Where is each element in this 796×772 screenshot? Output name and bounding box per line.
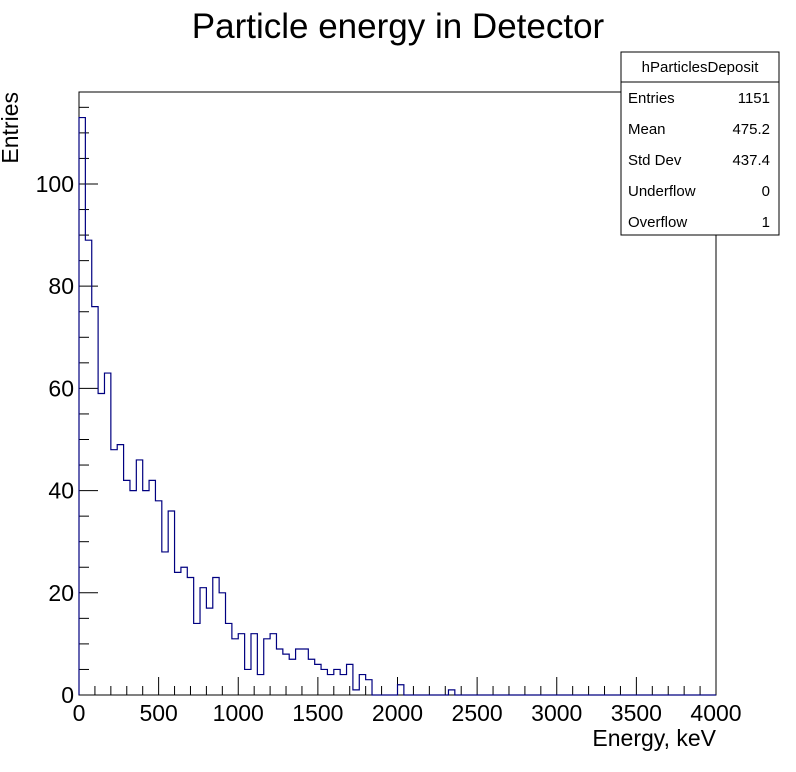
histogram-bin — [168, 511, 174, 695]
histogram-bin — [194, 623, 200, 695]
histogram-bin — [276, 649, 282, 695]
y-axis-title: Entries — [0, 92, 23, 164]
stats-row-value: 475.2 — [732, 121, 770, 138]
x-tick-label: 1000 — [213, 700, 264, 726]
x-tick-label: 0 — [73, 700, 86, 726]
x-tick-label: 2000 — [372, 700, 423, 726]
x-tick-label: 2500 — [452, 700, 503, 726]
y-tick-label: 60 — [48, 375, 74, 401]
histogram-bin — [226, 623, 232, 695]
histogram-bin — [136, 460, 142, 695]
histogram-bin — [321, 669, 327, 695]
histogram-bin — [308, 659, 314, 695]
histogram-bin — [353, 690, 359, 695]
y-axis-tick-labels: 0 20 40 60 80 100 — [36, 171, 74, 708]
histogram-series — [78, 116, 716, 696]
histogram-bin — [448, 690, 454, 695]
y-tick-label: 0 — [61, 682, 74, 708]
stats-box: hParticlesDeposit Entries 1151 Mean 475.2 St… — [620, 51, 780, 236]
histogram-bin — [296, 649, 302, 695]
histogram-bin — [289, 659, 295, 695]
histogram-bin — [104, 373, 110, 695]
y-tick-label: 80 — [48, 273, 74, 299]
stats-row-label: Underflow — [628, 183, 696, 200]
x-tick-label: 1500 — [292, 700, 343, 726]
histogram-bin — [143, 491, 149, 695]
histogram-bin — [206, 608, 212, 695]
stats-row-value: 1 — [762, 214, 770, 231]
histogram-bin — [85, 240, 91, 695]
stats-row-label: Mean — [628, 121, 666, 138]
stats-row-label: Entries — [628, 90, 675, 107]
histogram-bin — [175, 572, 181, 695]
histogram-bin — [213, 577, 219, 695]
histogram-bin — [124, 480, 130, 695]
histogram-bin — [187, 577, 193, 695]
stats-row-value: 1151 — [738, 90, 770, 107]
histogram-bin — [238, 634, 244, 695]
histogram-bin — [334, 669, 340, 695]
x-tick-label: 3000 — [531, 700, 582, 726]
histogram-bin — [340, 675, 346, 695]
y-tick-label: 20 — [48, 580, 74, 606]
stats-row-value: 437.4 — [732, 152, 770, 169]
histogram-bin — [251, 634, 257, 695]
stats-row-label: Std Dev — [628, 152, 682, 169]
y-tick-label: 100 — [36, 171, 74, 197]
histogram-bin — [327, 675, 333, 695]
histogram-bin — [219, 593, 225, 695]
y-tick-label: 40 — [48, 478, 74, 504]
stats-box-rows: Entries 1151 Mean 475.2 Std Dev 437.4 Underflo… — [628, 90, 770, 231]
histogram-bin — [181, 567, 187, 695]
histogram-bin — [270, 634, 276, 695]
histogram-bin — [245, 669, 251, 695]
x-tick-label: 4000 — [690, 700, 741, 726]
histogram-bin — [302, 649, 308, 695]
stats-box-title: hParticlesDeposit — [642, 59, 760, 76]
histogram-bin — [149, 480, 155, 695]
histogram-bin — [162, 552, 168, 695]
x-axis-tick-labels: 0 500 1000 1500 2000 2500 3000 3500 4000 — [73, 700, 742, 726]
histogram-outline — [78, 116, 716, 696]
histogram-bin — [155, 501, 161, 695]
histogram-bin — [111, 450, 117, 695]
histogram-bin — [359, 675, 365, 695]
histogram-bin — [79, 118, 85, 695]
histogram-bin — [92, 307, 98, 695]
stats-box-frame — [620, 51, 780, 236]
x-axis-title: Energy, keV — [592, 725, 716, 751]
x-tick-label: 500 — [139, 700, 177, 726]
histogram-bin — [117, 445, 123, 695]
histogram-bin — [366, 680, 372, 695]
histogram-bin — [257, 675, 263, 695]
chart-title: Particle energy in Detector — [192, 7, 605, 46]
stats-row-label: Overflow — [628, 214, 687, 231]
histogram-bin — [98, 394, 104, 696]
histogram-bin — [398, 685, 404, 695]
histogram-bin — [130, 491, 136, 695]
x-tick-label: 3500 — [611, 700, 662, 726]
plot-frame — [78, 91, 717, 696]
histogram-bin — [200, 588, 206, 695]
y-axis-ticks — [79, 106, 98, 696]
histogram-bin — [232, 639, 238, 695]
histogram-bin — [264, 639, 270, 695]
stats-row-value: 0 — [762, 183, 770, 200]
